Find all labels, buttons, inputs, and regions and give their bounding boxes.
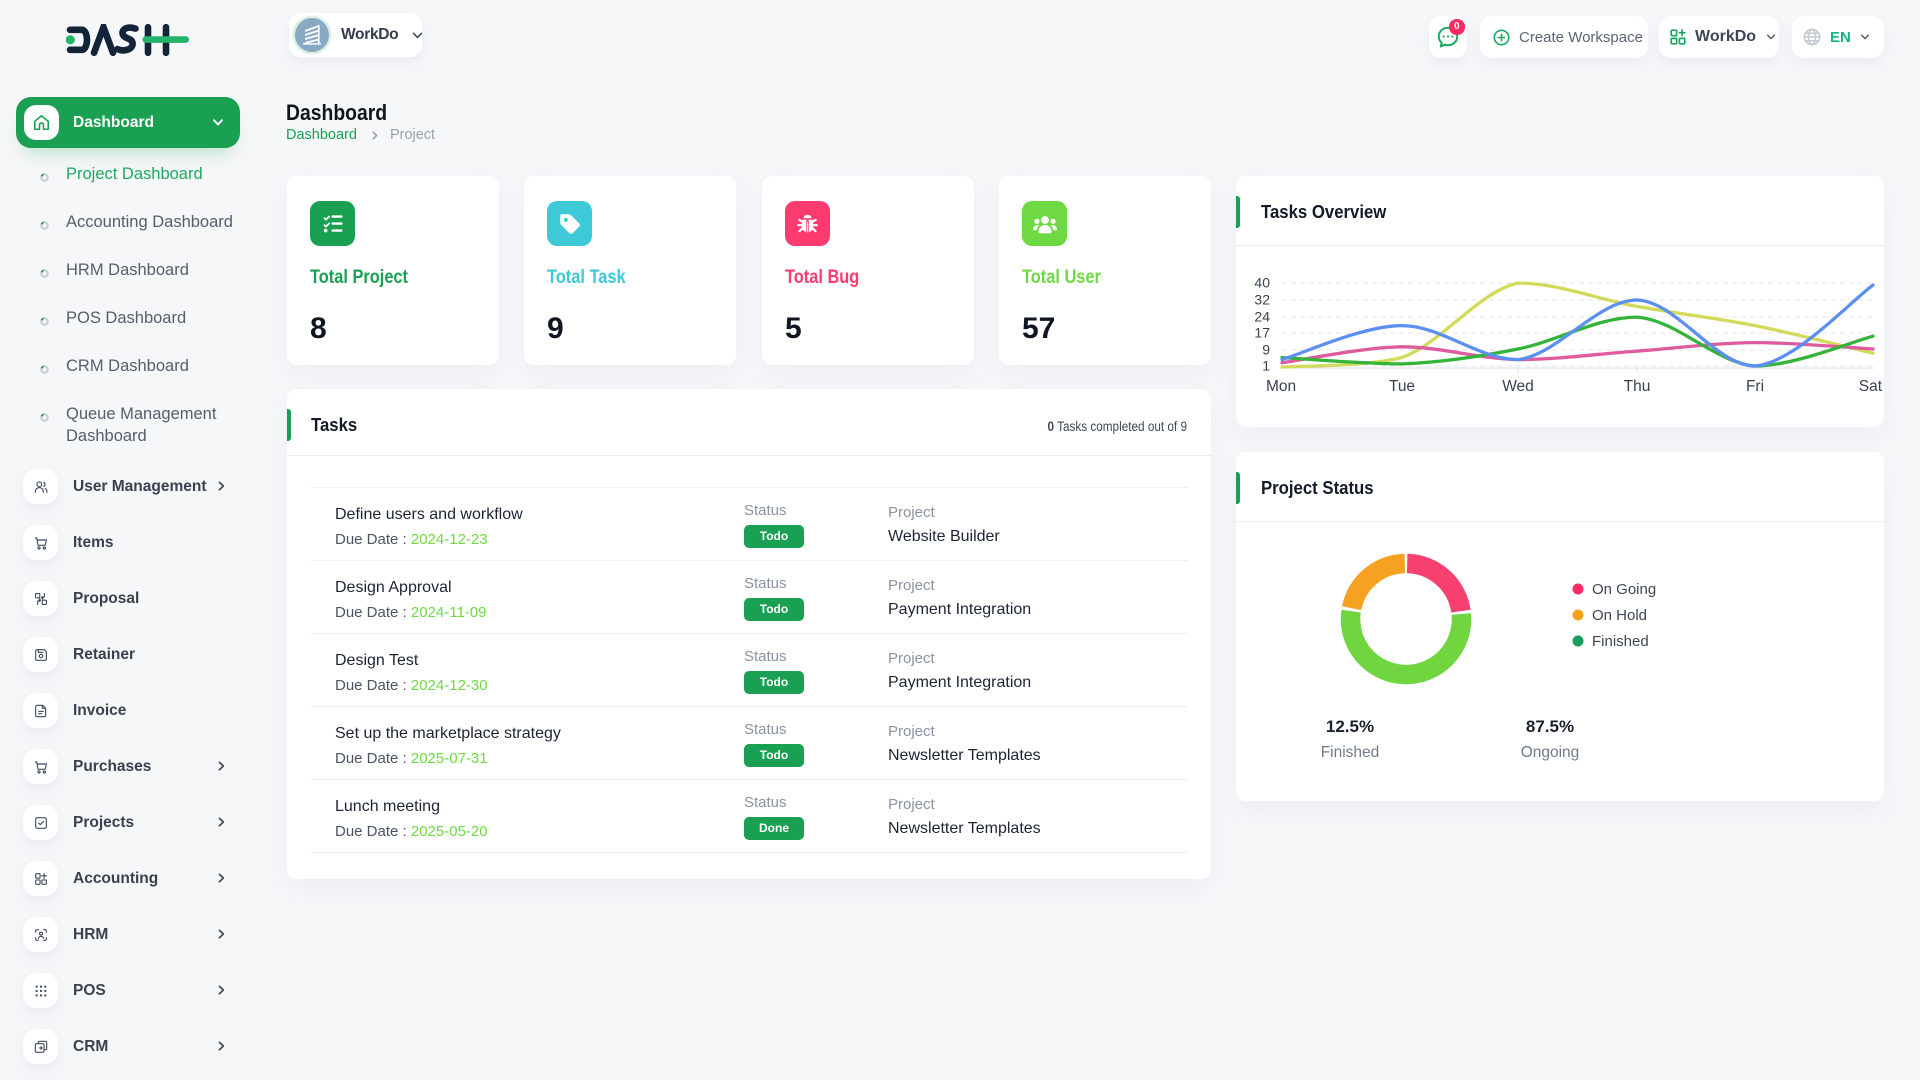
svg-text:9: 9 [1262,342,1270,358]
svg-text:Mon: Mon [1266,378,1296,395]
svg-text:1: 1 [1262,358,1270,374]
svg-text:17: 17 [1254,325,1270,341]
svg-text:Sat: Sat [1859,378,1883,395]
svg-text:On Hold: On Hold [1592,607,1647,624]
svg-text:87.5%: 87.5% [1526,717,1574,736]
svg-text:32: 32 [1254,292,1270,308]
svg-text:Ongoing: Ongoing [1521,744,1580,761]
svg-text:24: 24 [1254,309,1270,325]
svg-text:40: 40 [1254,275,1270,291]
svg-text:On Going: On Going [1592,581,1656,598]
svg-text:Thu: Thu [1624,378,1651,395]
svg-text:Fri: Fri [1746,378,1764,395]
svg-text:Finished: Finished [1592,633,1649,650]
svg-text:Finished: Finished [1321,744,1380,761]
svg-text:Wed: Wed [1502,378,1534,395]
svg-text:Tue: Tue [1389,378,1415,395]
svg-text:12.5%: 12.5% [1326,717,1374,736]
